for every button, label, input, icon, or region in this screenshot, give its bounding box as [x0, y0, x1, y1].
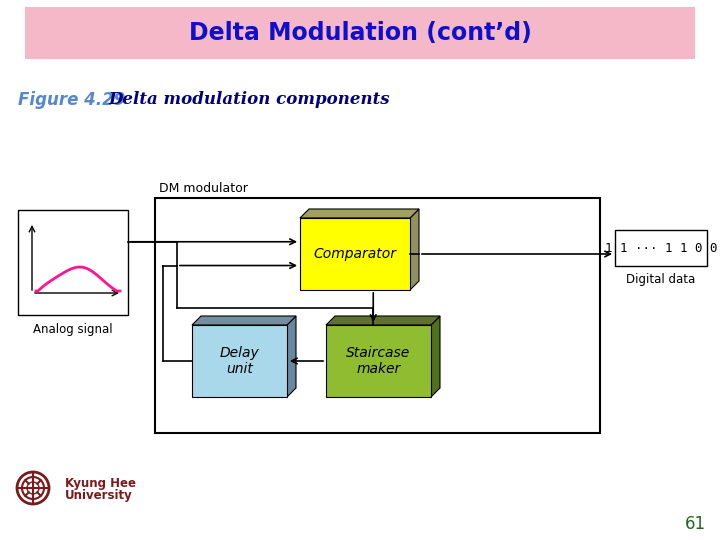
Bar: [25, 7, 695, 59]
Polygon shape: [300, 209, 419, 218]
Polygon shape: [326, 316, 440, 325]
Bar: [326, 325, 431, 397]
Text: Digital data: Digital data: [626, 273, 696, 287]
Text: Comparator: Comparator: [313, 247, 397, 261]
Text: Delta modulation components: Delta modulation components: [108, 91, 390, 109]
Text: Analog signal: Analog signal: [33, 322, 113, 335]
Text: University: University: [65, 489, 132, 503]
Bar: [192, 325, 287, 397]
Text: DM modulator: DM modulator: [159, 181, 248, 194]
Text: 61: 61: [685, 515, 706, 533]
Bar: [615, 230, 707, 266]
Text: Figure 4.29: Figure 4.29: [18, 91, 125, 109]
Text: Kyung Hee: Kyung Hee: [65, 476, 136, 489]
Polygon shape: [431, 316, 440, 397]
Text: Delta Modulation (cont’d): Delta Modulation (cont’d): [189, 21, 531, 45]
Bar: [155, 198, 600, 433]
Polygon shape: [192, 316, 296, 325]
Text: 1 1 ··· 1 1 0 0: 1 1 ··· 1 1 0 0: [605, 241, 717, 254]
Bar: [300, 218, 410, 290]
Polygon shape: [287, 316, 296, 397]
Bar: [18, 210, 128, 315]
Text: Staircase
maker: Staircase maker: [346, 346, 410, 376]
Text: Delay
unit: Delay unit: [220, 346, 259, 376]
Polygon shape: [410, 209, 419, 290]
